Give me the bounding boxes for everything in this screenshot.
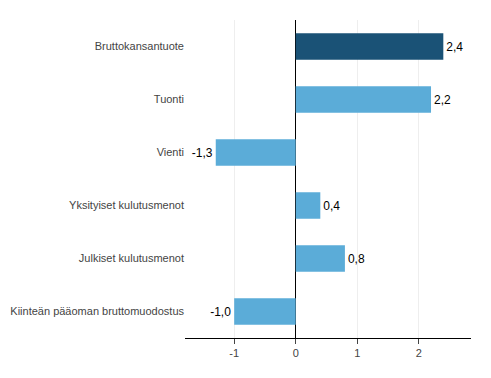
svg-text:Tuonti: Tuonti bbox=[154, 93, 184, 105]
svg-text:0: 0 bbox=[293, 347, 299, 359]
svg-text:2: 2 bbox=[416, 347, 422, 359]
svg-text:0,8: 0,8 bbox=[348, 252, 365, 266]
svg-text:Yksityiset kulutusmenot: Yksityiset kulutusmenot bbox=[69, 199, 184, 211]
svg-text:0,4: 0,4 bbox=[323, 199, 340, 213]
svg-text:1: 1 bbox=[354, 347, 360, 359]
svg-text:Bruttokansantuote: Bruttokansantuote bbox=[95, 40, 184, 52]
svg-text:2,2: 2,2 bbox=[434, 93, 451, 107]
svg-text:Julkiset kulutusmenot: Julkiset kulutusmenot bbox=[79, 252, 184, 264]
svg-text:-1,3: -1,3 bbox=[192, 146, 213, 160]
svg-text:-1: -1 bbox=[229, 347, 239, 359]
svg-text:Vienti: Vienti bbox=[157, 146, 184, 158]
svg-text:-1,0: -1,0 bbox=[210, 305, 231, 319]
svg-text:2,4: 2,4 bbox=[446, 40, 463, 54]
svg-text:Kiinteän pääoman bruttomuodost: Kiinteän pääoman bruttomuodostus bbox=[10, 305, 184, 317]
